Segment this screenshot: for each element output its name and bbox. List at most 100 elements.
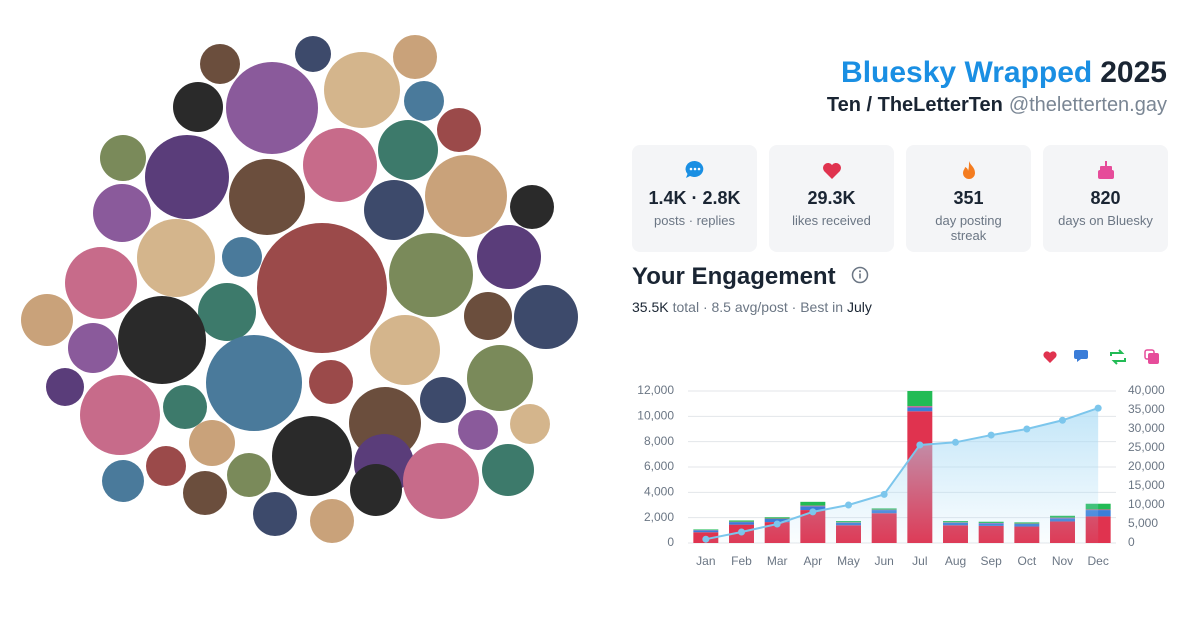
user: Ten / TheLetterTen @theletterten.gay xyxy=(827,94,1167,117)
line xyxy=(705,407,1099,541)
line-point xyxy=(880,490,888,498)
legend-icon[interactable] xyxy=(1110,349,1126,365)
info-icon[interactable] xyxy=(850,265,870,285)
y-tick-label: 10,000 xyxy=(637,409,674,423)
legend-icon[interactable] xyxy=(1074,350,1088,362)
avatar xyxy=(303,128,377,202)
avatar xyxy=(514,285,578,349)
avatar xyxy=(310,499,354,543)
bar-segment xyxy=(800,505,826,507)
line-point xyxy=(1023,425,1031,433)
x-tick-label: Nov xyxy=(1052,554,1073,568)
avatar xyxy=(65,247,137,319)
x-tick-label: Dec xyxy=(1087,554,1108,568)
stat-value: 351 xyxy=(953,188,984,208)
section-title: Your Engagement xyxy=(632,263,870,291)
avatar xyxy=(229,159,305,235)
avatar xyxy=(80,375,160,455)
line-point xyxy=(738,528,745,536)
avatar xyxy=(482,444,534,496)
bar-segment xyxy=(907,391,933,407)
icon xyxy=(685,160,703,178)
y-tick-label: 35,000 xyxy=(1128,402,1165,416)
avatar xyxy=(393,35,437,79)
avatar xyxy=(68,323,118,373)
avatar xyxy=(163,385,207,429)
x-tick-label: Jul xyxy=(912,554,927,568)
y-tick-label: 0 xyxy=(1128,535,1135,549)
avatar xyxy=(404,81,444,121)
avatar xyxy=(200,44,240,84)
x-tick-label: Jan xyxy=(696,554,715,568)
avatar xyxy=(464,292,512,340)
line-point xyxy=(1059,416,1066,424)
icon xyxy=(822,163,841,179)
y-tick-label: 15,000 xyxy=(1128,478,1165,492)
avatar xyxy=(510,404,550,444)
avatar xyxy=(295,36,331,72)
avatar xyxy=(364,180,424,240)
avatar xyxy=(389,233,473,317)
avatar xyxy=(253,492,297,536)
x-tick-label: Jun xyxy=(874,554,893,568)
x-tick-label: Aug xyxy=(945,554,966,568)
x-tick-label: May xyxy=(837,554,860,568)
stat-card: 351 day posting streak xyxy=(906,145,1031,252)
icon xyxy=(962,161,975,179)
avatar xyxy=(350,464,402,516)
bar-segment xyxy=(800,506,826,511)
avatar xyxy=(309,360,353,404)
y-tick-label: 6,000 xyxy=(644,459,674,473)
avatar xyxy=(378,120,438,180)
avatar xyxy=(100,135,146,181)
legend-icon[interactable] xyxy=(1043,351,1057,363)
summary-text: total · 8.5 avg/post · Best in xyxy=(672,299,844,315)
stat-label: days on Bluesky xyxy=(1058,213,1153,228)
avatar xyxy=(227,453,271,497)
x-tick-label: Apr xyxy=(803,554,822,568)
title: Bluesky Wrapped 2025 xyxy=(827,56,1167,90)
total: 35.5K xyxy=(632,299,669,315)
line-point xyxy=(773,520,781,528)
avatar xyxy=(102,460,144,502)
avatar xyxy=(226,62,318,154)
legend-icon[interactable] xyxy=(1144,349,1155,360)
bar-segment xyxy=(1085,509,1111,511)
y-tick-label: 30,000 xyxy=(1128,421,1165,435)
bar-segment xyxy=(907,407,933,412)
avatar xyxy=(198,283,256,341)
title-text: Bluesky Wrapped xyxy=(841,56,1093,89)
stat-value: 1.4K · 2.8K xyxy=(648,188,741,208)
header: Bluesky Wrapped 2025 Ten / TheLetterTen @t… xyxy=(827,56,1167,117)
avatar xyxy=(420,377,466,423)
bar-segment xyxy=(764,517,790,519)
year: 2025 xyxy=(1100,56,1167,89)
summary: 35.5K total · 8.5 avg/post · Best in July xyxy=(632,299,876,315)
display-name: Ten / TheLetterTen xyxy=(826,94,1003,116)
line-point xyxy=(987,431,995,439)
bar-segment xyxy=(1085,503,1111,510)
line-point xyxy=(702,535,710,543)
stat-card: 1.4K · 2.8K posts · replies xyxy=(632,145,757,252)
y-tick-label: 2,000 xyxy=(644,510,674,524)
bar-segment xyxy=(800,501,826,506)
avatar xyxy=(510,185,554,229)
avatar xyxy=(145,135,229,219)
avatar xyxy=(183,471,227,515)
x-tick-label: Oct xyxy=(1017,554,1036,568)
bar-segment xyxy=(693,529,719,531)
avatar xyxy=(21,294,73,346)
avatar xyxy=(146,446,186,486)
avatar xyxy=(370,315,440,385)
avatar xyxy=(467,345,533,411)
avatar xyxy=(403,443,479,519)
avatar xyxy=(118,296,206,384)
best-month: July xyxy=(847,299,872,315)
line-point xyxy=(845,501,852,509)
x-tick-label: Feb xyxy=(731,554,752,568)
stat-value: 29.3K xyxy=(807,188,856,208)
avatar xyxy=(173,82,223,132)
avatar xyxy=(206,335,302,431)
stat-card: 820 days on Bluesky xyxy=(1043,145,1168,252)
